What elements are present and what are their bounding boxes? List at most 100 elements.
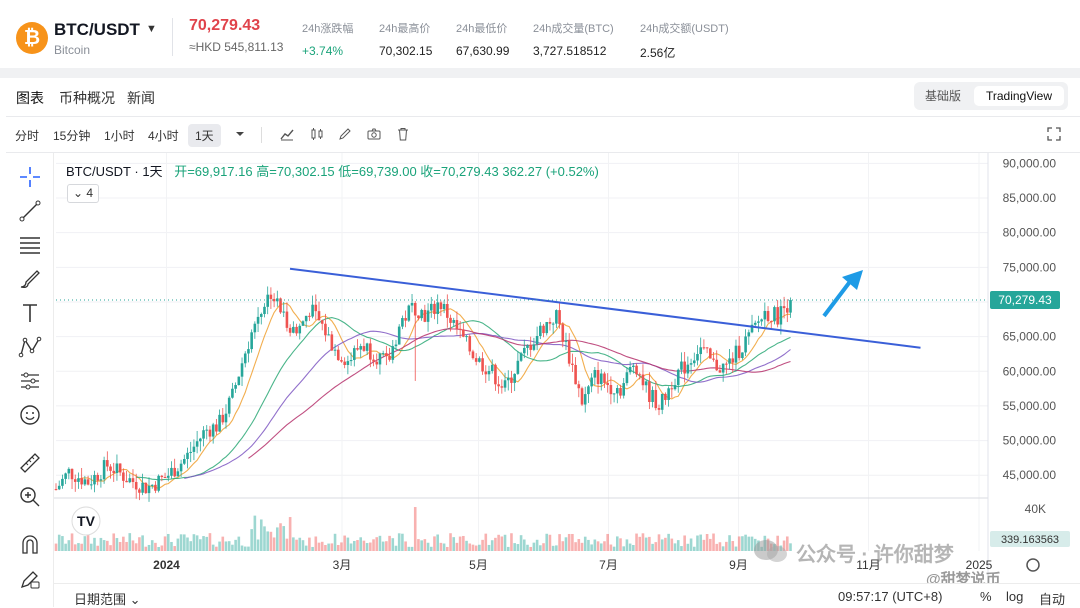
candle-body	[407, 305, 411, 321]
volume-last-badge	[990, 531, 1070, 547]
candle-body	[285, 311, 289, 328]
volume-bar	[131, 540, 135, 551]
crosshair-icon[interactable]	[18, 165, 42, 189]
mode-basic-button[interactable]: 基础版	[924, 89, 961, 103]
volume-tick-label: 40K	[1025, 502, 1046, 516]
stat-value: 2.56亿	[640, 46, 676, 60]
date-range-button[interactable]: 日期范围 ⌄	[74, 592, 141, 607]
candle-body	[83, 479, 87, 485]
volume-bar	[583, 536, 587, 551]
candle-body	[583, 394, 587, 405]
candle-body	[317, 311, 321, 321]
text-icon[interactable]	[18, 301, 42, 325]
stat-label: 24h涨跌幅	[302, 23, 354, 35]
price-chart[interactable]: TV 90,000.00 85,000.00 80,000.00 75,000.00 7…	[6, 153, 1080, 583]
candle-body	[766, 310, 770, 322]
volume-bar	[413, 507, 417, 551]
candle-body	[199, 438, 202, 442]
indicators-icon[interactable]	[279, 126, 295, 142]
volume-bar	[737, 536, 741, 551]
candle-body	[125, 480, 128, 483]
draw-icon[interactable]	[337, 126, 353, 142]
price-tick-label: 55,000.00	[1003, 399, 1057, 413]
tab-overview[interactable]: 币种概况	[59, 90, 115, 106]
chevron-down-icon[interactable]	[232, 126, 248, 142]
volume-bar	[615, 536, 619, 551]
candle-body	[680, 361, 683, 370]
legend-collapse-button[interactable]: ⌄ 4	[67, 184, 99, 203]
volume-bar	[186, 537, 189, 551]
candle-body	[205, 429, 209, 431]
candle-body	[513, 373, 516, 383]
volume-bar	[89, 543, 93, 551]
volume-bar	[474, 545, 478, 551]
price-axis-bg	[988, 153, 1080, 583]
fib-lines-icon[interactable]	[18, 233, 42, 257]
log-toggle[interactable]: log	[1006, 589, 1024, 604]
ruler-icon[interactable]	[18, 451, 42, 475]
timeframe-1h[interactable]: 1小时	[104, 129, 135, 143]
zoom-in-icon[interactable]	[18, 485, 42, 509]
candle-body	[150, 484, 154, 486]
time-tick-label: 3月	[333, 558, 352, 572]
candle-body	[782, 306, 786, 309]
candle-body	[166, 475, 170, 478]
prediction-icon[interactable]	[18, 369, 42, 393]
candle-body	[721, 363, 725, 373]
clock[interactable]: 09:57:17 (UTC+8)	[838, 589, 943, 604]
candle-body	[288, 327, 292, 333]
pattern-icon[interactable]	[18, 335, 42, 359]
candle-type-icon[interactable]	[309, 126, 325, 142]
timeframe-15m[interactable]: 15分钟	[53, 129, 91, 143]
volume-bar	[102, 540, 106, 551]
volume-bar	[115, 538, 119, 551]
volume-last-label: 339.163563	[1001, 534, 1059, 546]
candle-body	[657, 408, 661, 410]
candle-body	[298, 325, 302, 334]
stat-high: 24h最高价 70,302.15	[379, 20, 432, 58]
tab-news[interactable]: 新闻	[127, 90, 155, 106]
emoji-icon[interactable]	[18, 403, 42, 427]
magnet-icon[interactable]	[18, 533, 42, 557]
trash-icon[interactable]	[395, 126, 411, 142]
timeframe-4h[interactable]: 4小时	[148, 129, 179, 143]
candle-body	[359, 346, 363, 350]
candle-body	[635, 365, 638, 375]
auto-toggle[interactable]: 自动	[1039, 592, 1066, 607]
volume-bar	[619, 538, 622, 551]
brush-icon[interactable]	[18, 267, 42, 291]
lock-pencil-icon[interactable]	[18, 567, 42, 591]
mode-tradingview-button[interactable]: TradingView	[974, 86, 1064, 106]
volume-bar	[352, 540, 356, 551]
candle-body	[773, 307, 776, 322]
candle-body	[378, 353, 382, 365]
candle-body	[234, 385, 237, 389]
volume-bar	[452, 537, 456, 551]
candle-body	[702, 347, 706, 349]
volume-bar	[308, 537, 311, 551]
timeframe-1d[interactable]: 1天	[188, 124, 221, 147]
price-tick-label: 75,000.00	[1003, 260, 1057, 274]
volume-bar	[494, 537, 497, 551]
candle-body	[349, 360, 353, 362]
fullscreen-icon[interactable]	[1046, 126, 1062, 142]
percent-toggle[interactable]: %	[980, 589, 992, 604]
volume-bar	[346, 537, 350, 551]
candle-body	[734, 345, 738, 363]
trend-line-icon[interactable]	[18, 199, 42, 223]
candle-body	[433, 303, 436, 315]
timeframe-1m[interactable]: 分时	[15, 129, 40, 143]
volume-bar	[574, 542, 577, 551]
candle-body	[670, 388, 674, 390]
volume-bar	[571, 533, 574, 551]
indicator-count: 4	[86, 186, 94, 200]
tab-chart[interactable]: 图表	[16, 90, 44, 119]
volume-bar	[83, 536, 87, 551]
pair-selector[interactable]: BTC/USDT	[54, 20, 140, 39]
volume-bar	[510, 533, 513, 551]
candle-body	[356, 348, 359, 350]
candle-body	[397, 326, 401, 345]
screenshot-icon[interactable]	[366, 126, 382, 142]
volume-bar	[77, 543, 80, 551]
chevron-down-icon[interactable]: ▼	[146, 23, 157, 35]
